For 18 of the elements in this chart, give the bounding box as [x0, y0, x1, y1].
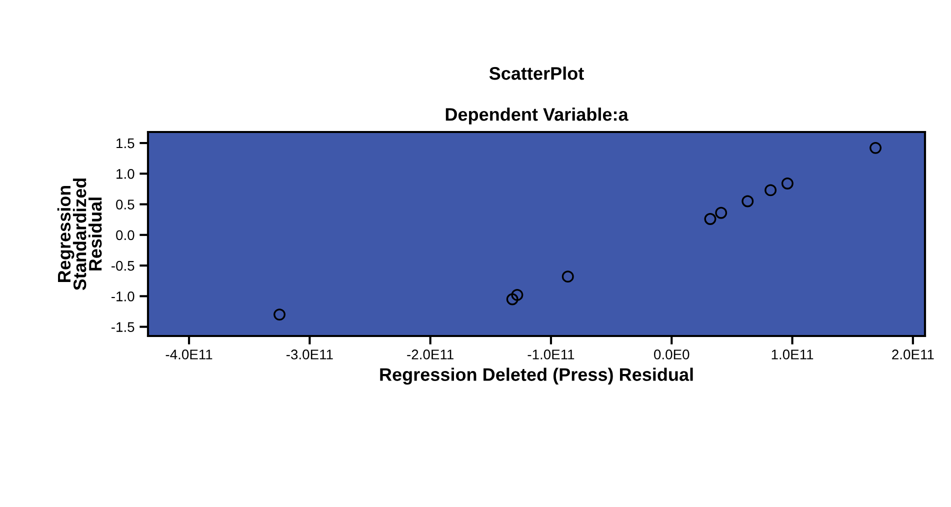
- x-tick-label: 0.0E0: [654, 350, 690, 360]
- y-tick-label: -1.0: [111, 292, 134, 302]
- y-tick-label: 1.0: [116, 168, 134, 179]
- x-tick-label: -3.0E11: [286, 350, 333, 360]
- y-tick-label: -0.5: [111, 260, 134, 271]
- x-tick-label: 1.0E11: [772, 350, 814, 360]
- y-tick-label: 1.5: [116, 138, 134, 148]
- y-axis-title: Regression Standardized Residual: [57, 178, 102, 290]
- x-tick-label: 2.0E11: [892, 350, 934, 360]
- x-tick-label: -4.0E11: [166, 350, 212, 360]
- y-tick-label: 0.0: [116, 230, 134, 240]
- x-axis-title: Regression Deleted (Press) Residual: [380, 368, 693, 385]
- chart-title: ScatterPlot: [489, 66, 584, 80]
- x-tick-label: -1.0E11: [528, 350, 574, 360]
- x-tick-label: -2.0E11: [407, 350, 454, 360]
- chart-subtitle: Dependent Variable:a: [446, 108, 628, 124]
- y-tick-label: -1.5: [111, 322, 134, 332]
- y-tick-label: 0.5: [116, 200, 134, 210]
